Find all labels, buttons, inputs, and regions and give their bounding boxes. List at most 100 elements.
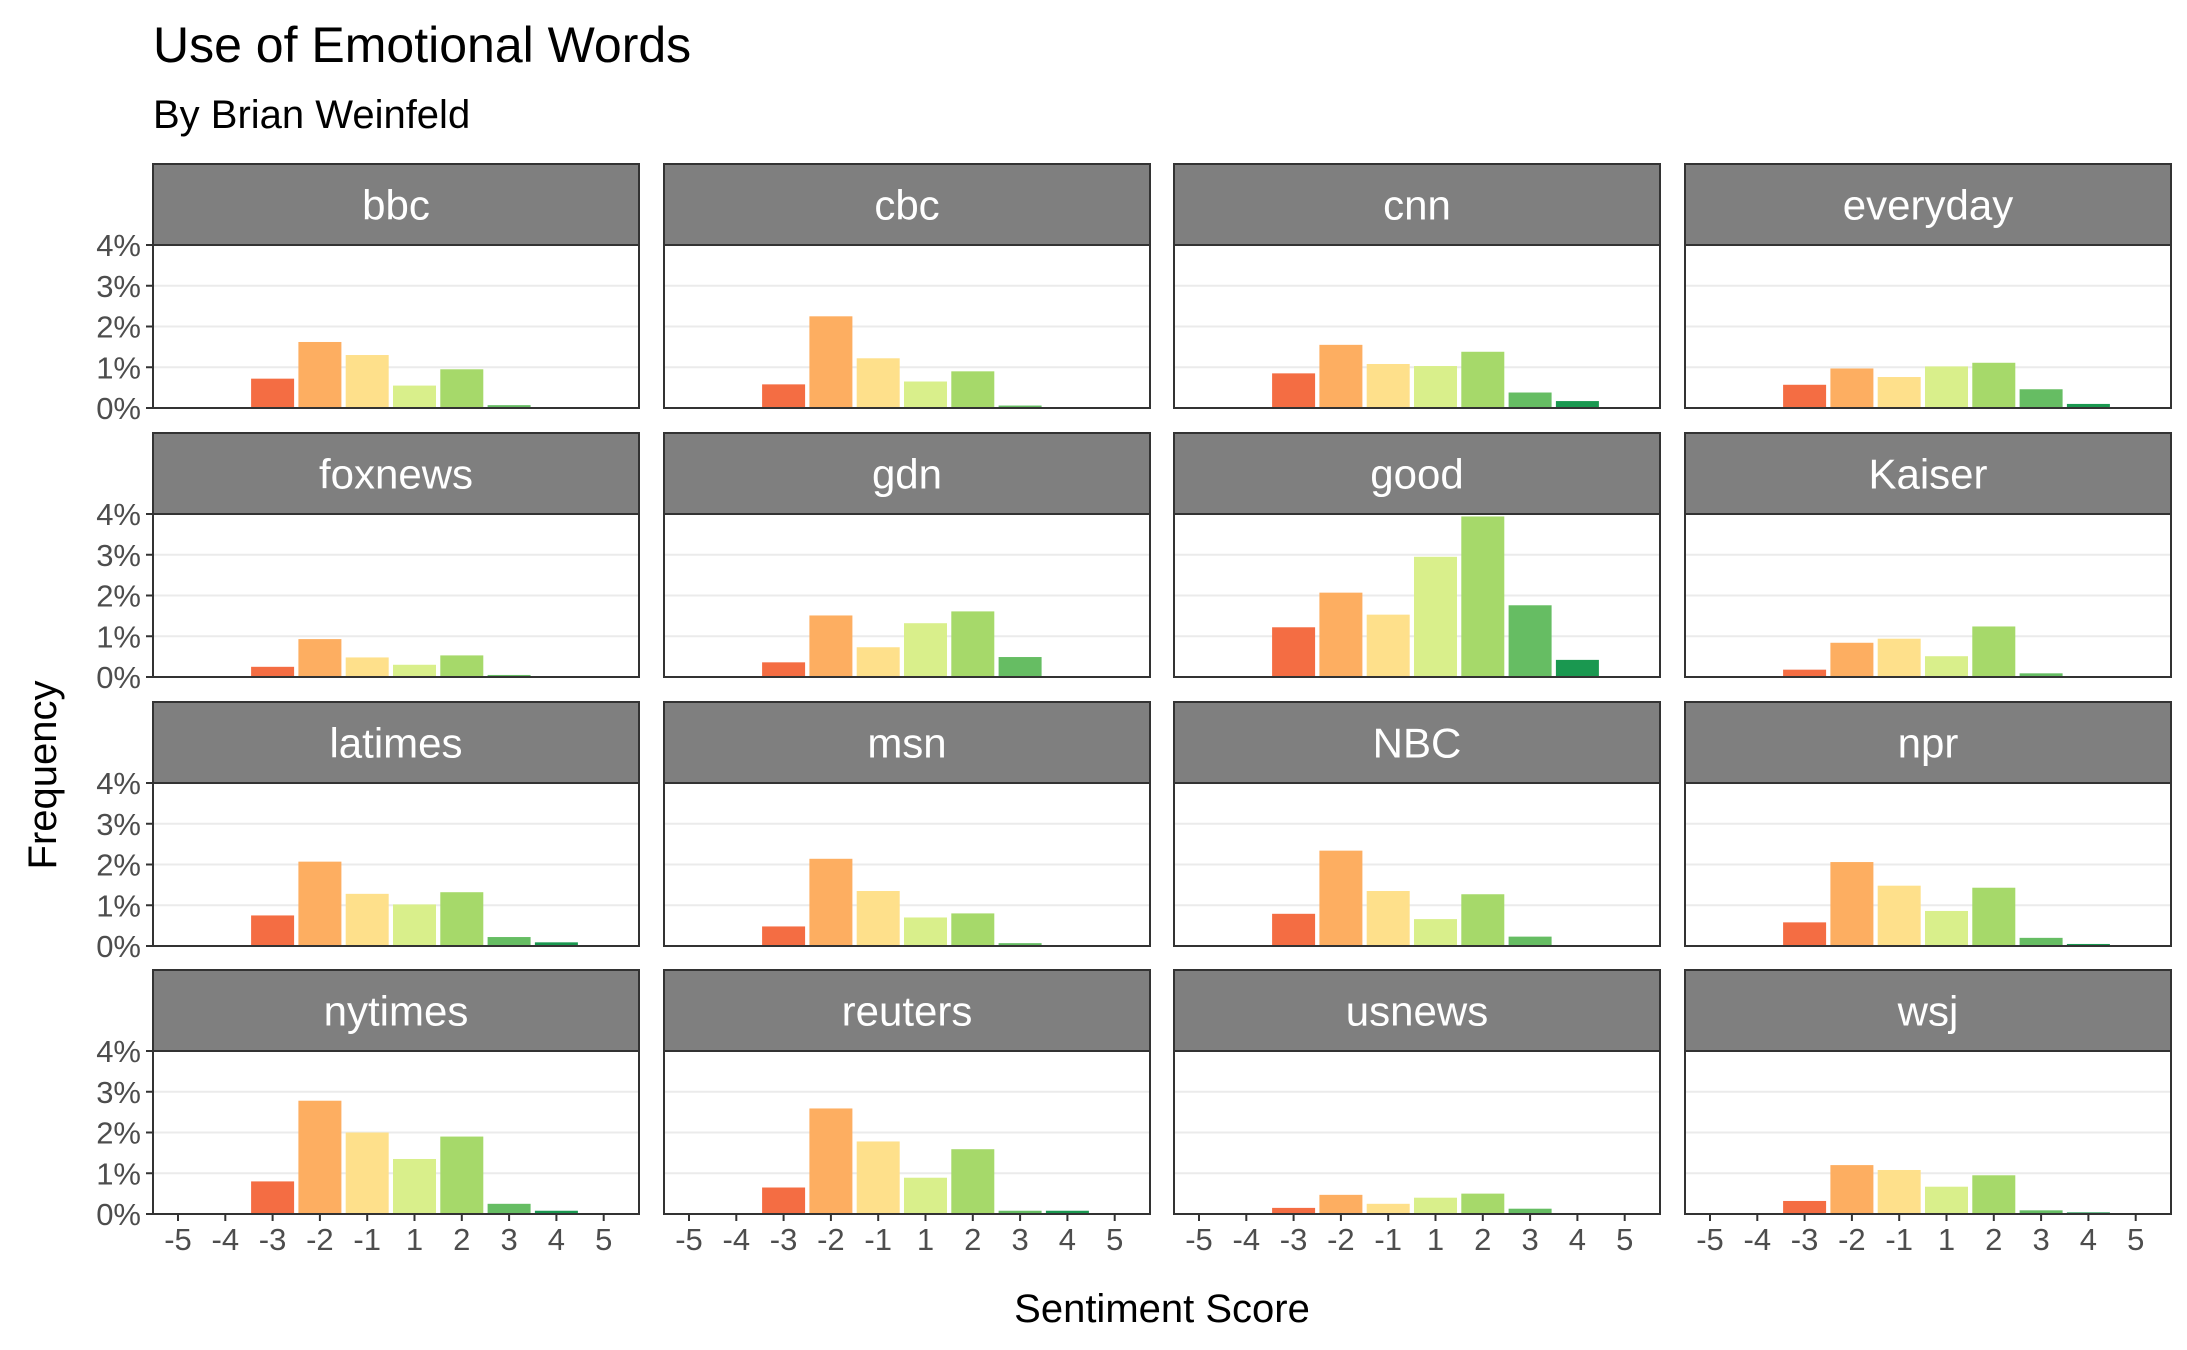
x-tick-label: 3 — [1521, 1222, 1538, 1257]
panel-reuters: reuters -5 -4 -3 -2 -1 1 2 3 4 5 — [663, 969, 1151, 1257]
bar — [1508, 605, 1552, 677]
panel-strip — [663, 701, 1151, 784]
panel-strip-label: usnews — [1346, 988, 1488, 1035]
bar — [1783, 384, 1827, 408]
x-tick-label: 5 — [2127, 1222, 2144, 1257]
bar — [762, 926, 806, 946]
bar — [998, 657, 1042, 677]
x-tick-label: 1 — [1938, 1222, 1955, 1257]
x-tick-label: 4 — [1569, 1222, 1586, 1257]
bar — [998, 1210, 1042, 1214]
bar — [1925, 910, 1968, 946]
bar — [762, 384, 806, 408]
panel-strip-label: npr — [1898, 720, 1959, 767]
bar — [1319, 850, 1363, 946]
x-tick-label: 4 — [2080, 1222, 2097, 1257]
bar — [1925, 366, 1968, 408]
bar — [1461, 1193, 1505, 1214]
y-tick-label: 2% — [96, 310, 141, 345]
panel-msn: msn — [663, 701, 1151, 947]
bar — [1414, 366, 1457, 408]
bar — [2019, 1210, 2063, 1214]
x-tick-label: -4 — [1233, 1222, 1261, 1257]
panel-strip — [1684, 163, 2172, 246]
x-tick-label: -4 — [212, 1222, 240, 1257]
x-tick-label: -5 — [1185, 1222, 1213, 1257]
bar — [251, 378, 295, 408]
bar — [1272, 1207, 1316, 1214]
bar — [345, 657, 389, 677]
panel-strip-label: nytimes — [324, 988, 469, 1035]
bar — [809, 615, 853, 677]
bar — [762, 1187, 806, 1214]
panel-strip-label: Kaiser — [1868, 451, 1987, 498]
bar — [1272, 913, 1316, 946]
x-tick-label: 4 — [548, 1222, 565, 1257]
bar — [2019, 389, 2063, 408]
x-tick-label: -2 — [306, 1222, 334, 1257]
bar — [1461, 894, 1505, 946]
bar — [440, 369, 484, 408]
bar — [1830, 1165, 1874, 1214]
panel-foxnews: foxnews 0% 1% 2% 3% 4% — [96, 432, 640, 695]
bar — [1972, 887, 2016, 946]
bar — [251, 1181, 295, 1214]
bar — [1877, 1169, 1921, 1214]
y-tick-label: 1% — [96, 350, 141, 385]
panel-strip — [1684, 969, 2172, 1052]
bar — [1272, 373, 1316, 408]
x-tick-label: -3 — [1791, 1222, 1819, 1257]
y-tick-label: 3% — [96, 269, 141, 304]
bar — [487, 674, 531, 677]
bar — [2066, 403, 2110, 408]
x-tick-label: 5 — [1616, 1222, 1633, 1257]
panel-latimes: latimes 0% 1% 2% 3% 4% — [96, 701, 640, 964]
y-tick-label: 3% — [96, 538, 141, 573]
x-tick-label: 2 — [453, 1222, 470, 1257]
x-tick-label: -4 — [1744, 1222, 1772, 1257]
bar — [1783, 1200, 1827, 1214]
x-tick-label: -4 — [723, 1222, 751, 1257]
bar — [298, 341, 342, 408]
bar — [1830, 642, 1874, 677]
bar — [1555, 659, 1599, 677]
bar — [904, 917, 947, 946]
x-tick-label: 5 — [1106, 1222, 1123, 1257]
bar — [1925, 1186, 1968, 1214]
panel-strip — [1173, 969, 1661, 1052]
bar — [251, 666, 295, 677]
y-tick-label: 1% — [96, 888, 141, 923]
panel-cbc: cbc — [663, 163, 1151, 409]
bar — [298, 861, 342, 946]
panel-strip-label: latimes — [329, 720, 462, 767]
x-tick-label: 3 — [1011, 1222, 1028, 1257]
bar — [393, 1158, 436, 1214]
x-tick-label: -5 — [164, 1222, 192, 1257]
bar — [1508, 392, 1552, 408]
bar — [1972, 362, 2016, 408]
panel-strip-label: wsj — [1897, 988, 1959, 1035]
bar — [856, 1141, 900, 1214]
panel-gdn: gdn — [663, 432, 1151, 678]
panel-strip-label: foxnews — [319, 451, 473, 498]
bar — [487, 937, 531, 946]
bar — [809, 316, 853, 408]
panel-cnn: cnn — [1173, 163, 1661, 409]
y-tick-label: 0% — [96, 1197, 141, 1232]
panel-good: good — [1173, 432, 1661, 678]
x-tick-label: -1 — [1885, 1222, 1913, 1257]
bar — [2019, 937, 2063, 946]
bar — [762, 662, 806, 677]
bar — [2019, 673, 2063, 677]
x-tick-label: -3 — [1280, 1222, 1308, 1257]
panel-strip — [152, 701, 640, 784]
panel-border — [1173, 513, 1661, 678]
bar — [440, 655, 484, 677]
y-tick-label: 2% — [96, 848, 141, 883]
panel-nbc: NBC — [1173, 701, 1661, 947]
bar — [1366, 614, 1410, 677]
bar — [487, 1203, 531, 1214]
bar — [1461, 351, 1505, 408]
panel-strip — [663, 432, 1151, 515]
panel-wsj: wsj -5 -4 -3 -2 -1 1 2 3 4 5 — [1684, 969, 2172, 1257]
